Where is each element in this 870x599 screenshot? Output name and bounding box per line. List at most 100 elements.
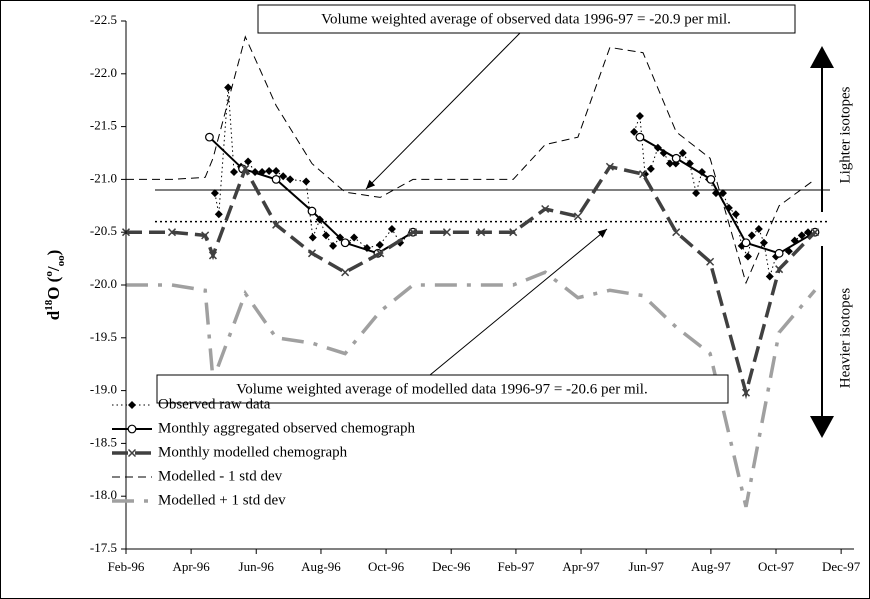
plot-area: -22.5 -22.0 -21.5 -21.0 -20.5 -20.0 -19.5 -19.0… [90,12,861,574]
diamond-marker [302,177,311,186]
diamond-marker [210,189,219,198]
cross-marker [509,228,518,237]
series-line [126,35,816,285]
x-tick-label: Dec-96 [432,559,471,574]
series-line [126,270,817,508]
cross-marker [741,388,751,397]
x-tick-label: Apr-97 [562,559,600,574]
y-tick-label: -18.5 [90,434,117,449]
cross-marker [605,162,614,171]
diamond-marker [308,233,317,242]
diamond-marker [747,231,756,240]
cross-marker [307,249,317,258]
x-tick-label: Feb-96 [108,559,145,574]
legend-label: Modelled - 1 std dev [158,468,283,484]
diamond-marker [678,149,687,157]
diamond-marker [665,159,674,168]
y-axis-label: d18O (o/oo) [43,250,67,321]
annotation-arrow [365,32,521,190]
legend-label: Monthly aggregated observed chemograph [158,420,415,436]
y-tick-label: -20.0 [90,276,117,291]
annotation: Volume weighted average of observed data… [321,11,731,27]
diamond-marker [797,231,806,240]
legend-marker [127,424,137,434]
circle-marker [635,132,645,142]
cross-marker [477,228,486,237]
diamond-marker [244,157,253,166]
cross-marker [573,212,582,221]
y-tick-label: -19.5 [90,329,117,344]
legend-label: Observed raw data [158,396,271,412]
diamond-marker [272,166,281,175]
cross-marker [775,265,784,274]
x-tick-label: Oct-96 [368,559,405,574]
annotation-box [156,374,729,404]
circle-marker [671,153,681,163]
diamond-marker [329,241,338,250]
x-tick-label: Dec-97 [822,559,861,574]
cross-marker [810,228,820,237]
circle-marker [706,174,716,184]
y-tick-label: -21.5 [90,118,117,133]
diamond-marker [286,175,295,184]
diamond-marker [646,164,655,173]
diamond-marker [265,166,274,175]
x-tick-label: Oct-97 [758,559,795,574]
diamond-marker [322,231,331,240]
legend-label: Monthly modelled chemograph [158,444,348,460]
annotation-box [257,4,796,34]
diamond-marker [765,272,774,281]
diamond-marker [375,240,384,249]
diamond-marker [640,170,649,179]
y-tick-label: -22.0 [90,65,117,80]
legend-label: Modelled + 1 std dev [158,492,286,508]
x-tick-label: Aug-97 [691,559,731,574]
diamond-marker [692,189,701,198]
diamond-marker [731,210,740,219]
x-tick-label: Jun-97 [628,559,664,574]
annotation: Volume weighted average of modelled data… [236,381,647,397]
circle-marker [205,132,214,142]
diamond-marker [387,225,396,234]
cross-marker [408,228,418,237]
cross-marker [201,231,210,240]
diamond-marker [224,83,233,92]
x-tick-label: Jun-96 [239,559,275,574]
side-label: Heavier isotopes [837,288,853,389]
series-line [126,164,817,400]
side-label: Lighter isotopes [837,86,853,183]
y-tick-label: -19.0 [90,382,117,397]
cross-marker [241,164,250,173]
diamond-marker [350,233,359,242]
cross-marker [272,220,281,229]
cross-marker [639,170,648,179]
cross-marker [706,257,715,266]
y-tick-label: -20.5 [90,223,117,238]
legend-marker [128,401,136,409]
diamond-marker [630,127,639,136]
annotation-arrow [429,228,608,376]
y-tick-label: -21.0 [90,170,117,185]
diamond-marker [214,210,223,219]
diamond-marker [635,112,644,121]
x-tick-label: Feb-97 [498,559,535,574]
cross-marker [341,268,350,277]
circle-marker [271,174,281,184]
y-tick-label: -17.5 [90,540,117,555]
x-tick-label: Aug-96 [301,559,341,574]
y-tick-label: -18.0 [90,487,117,502]
diamond-marker [754,225,763,234]
legend: Observed raw data Monthly aggregated obse… [112,396,415,508]
cross-marker [167,228,177,237]
diamond-marker [230,168,239,177]
legend-marker [127,448,137,458]
y-tick-label: -22.5 [90,12,117,27]
diamond-marker [279,172,288,181]
diamond-marker [743,252,752,261]
circle-marker [741,238,751,248]
circle-marker [340,238,350,248]
cross-marker [672,228,681,237]
circle-marker [307,206,317,216]
